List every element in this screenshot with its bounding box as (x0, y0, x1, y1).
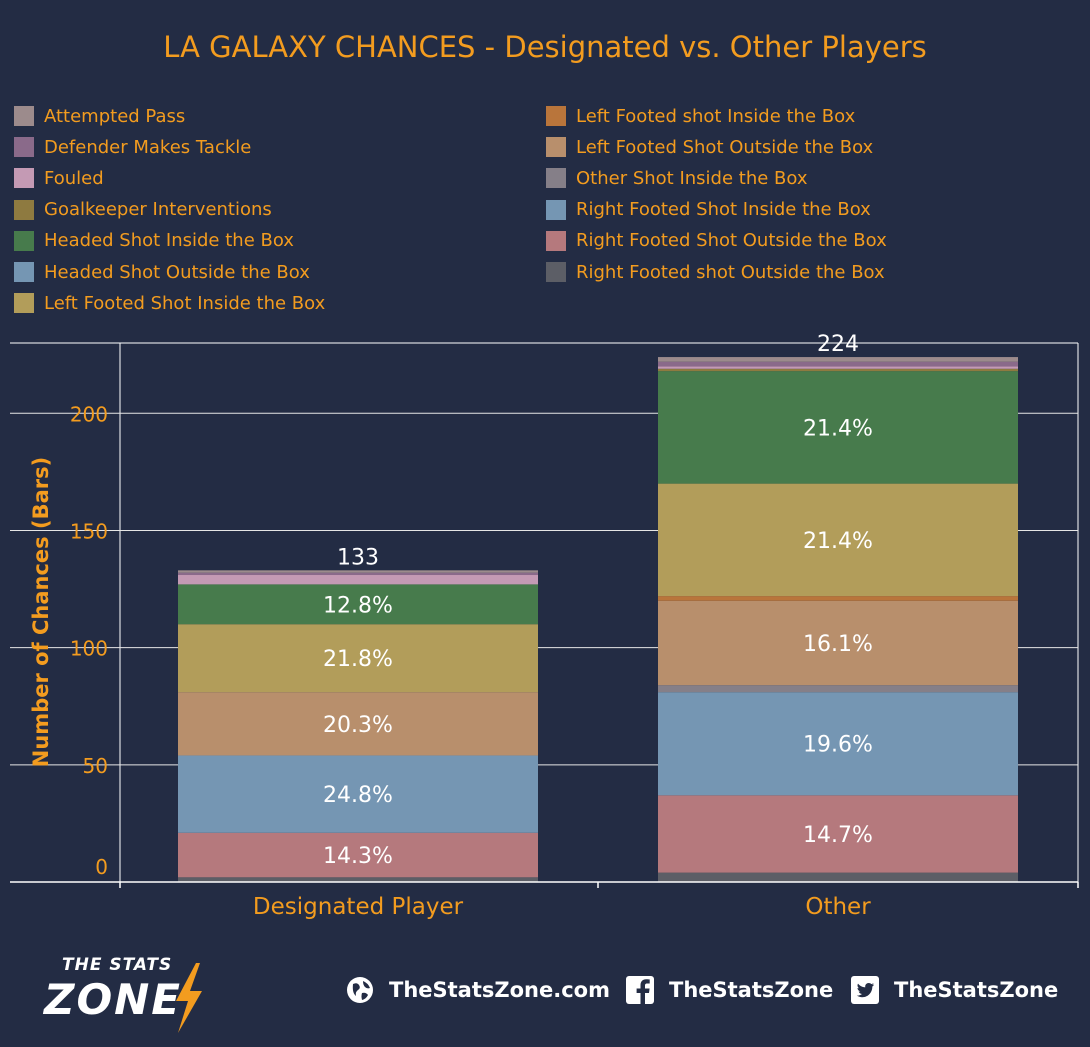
bar-segment (658, 366, 1018, 369)
bar-segment (178, 755, 538, 833)
legend-label: Left Footed shot Inside the Box (576, 105, 856, 127)
segment-percent-label: 14.3% (323, 844, 393, 869)
legend-item: Fouled (14, 166, 104, 190)
legend-label: Fouled (44, 167, 104, 189)
bar-segment (178, 572, 538, 576)
segment-percent-label: 14.7% (803, 823, 873, 848)
stats-zone-logo: THE STATS ZONE (40, 955, 240, 1033)
legend-swatch (546, 199, 566, 220)
facebook-text: TheStatsZone (669, 978, 834, 1002)
legend-label: Headed Shot Outside the Box (44, 261, 310, 283)
legend: Attempted Pass Defender Makes Tackle Foule… (0, 0, 1090, 320)
legend-item: Left Footed shot Inside the Box (546, 104, 855, 128)
bar-segment (178, 832, 538, 878)
legend-item: Headed Shot Inside the Box (14, 229, 294, 253)
legend-label: Right Footed Shot Outside the Box (576, 230, 887, 252)
bar-segment (178, 877, 538, 882)
twitter-text: TheStatsZone (894, 978, 1059, 1002)
legend-label: Right Footed shot Outside the Box (576, 261, 885, 283)
segment-percent-label: 21.4% (803, 529, 873, 554)
bar-segment (178, 575, 538, 585)
legend-item: Headed Shot Outside the Box (14, 260, 310, 284)
twitter-icon (850, 975, 880, 1005)
bar-segment (658, 685, 1018, 693)
legend-label: Attempted Pass (44, 105, 186, 127)
y-tick-label: 150 (70, 519, 108, 543)
chart-plot: 0 50 100 150 200 Number of Chances (Bars) 14.3… (10, 332, 1079, 920)
legend-item: Right Footed Shot Outside the Box (546, 229, 887, 253)
bar-segment (658, 357, 1018, 362)
legend-swatch (14, 168, 34, 189)
legend-item: Right Footed Shot Inside the Box (546, 198, 871, 222)
website-link[interactable]: TheStatsZone.com (345, 975, 610, 1005)
legend-label: Other Shot Inside the Box (576, 167, 808, 189)
bar-segment (658, 483, 1018, 597)
bar-segment (178, 624, 538, 693)
y-tick-label: 100 (70, 637, 108, 661)
legend-label: Left Footed Shot Inside the Box (44, 292, 326, 314)
website-text: TheStatsZone.com (389, 978, 610, 1002)
x-category-label: Other (805, 894, 871, 920)
bar-segment (178, 584, 538, 625)
bar-total-label: 224 (817, 332, 859, 357)
legend-label: Left Footed Shot Outside the Box (576, 136, 874, 158)
legend-swatch (14, 262, 34, 282)
twitter-link[interactable]: TheStatsZone (850, 975, 1058, 1005)
legend-swatch (546, 137, 566, 158)
legend-swatch (546, 106, 566, 126)
globe-icon (345, 975, 375, 1005)
bar-segment (178, 692, 538, 756)
legend-swatch (546, 262, 566, 282)
segment-percent-label: 16.1% (803, 632, 873, 657)
segment-percent-label: 24.8% (323, 783, 393, 808)
legend-swatch (546, 230, 566, 251)
logo-top-text: THE STATS (62, 955, 173, 975)
bar-segment (658, 368, 1018, 372)
legend-item: Other Shot Inside the Box (546, 166, 808, 190)
bar-segment (658, 692, 1018, 796)
segment-percent-label: 20.3% (323, 713, 393, 738)
lightning-bolt-icon (176, 963, 202, 1033)
legend-item: Right Footed shot Outside the Box (546, 260, 885, 284)
bar-segment (658, 361, 1018, 367)
segment-percent-label: 12.8% (323, 593, 393, 618)
bar-segment (658, 596, 1018, 601)
logo-main-text: ZONE (44, 975, 182, 1024)
facebook-icon (625, 975, 655, 1005)
legend-label: Goalkeeper Interventions (44, 199, 272, 221)
segment-percent-label: 21.8% (323, 647, 393, 672)
facebook-link[interactable]: TheStatsZone (625, 975, 833, 1005)
legend-item: Left Footed Shot Outside the Box (546, 135, 873, 159)
bar-total-label: 133 (337, 545, 379, 570)
legend-swatch (546, 168, 566, 189)
chart-title: LA GALAXY CHANCES - Designated vs. Other… (163, 30, 927, 64)
bar-segment (658, 872, 1018, 882)
bar-segment (178, 570, 538, 573)
legend-item: Defender Makes Tackle (14, 135, 251, 159)
legend-item: Left Footed Shot Inside the Box (14, 291, 325, 315)
legend-label: Defender Makes Tackle (44, 136, 252, 158)
legend-swatch (14, 137, 34, 158)
y-tick-label: 0 (95, 855, 108, 879)
legend-swatch (14, 230, 34, 251)
legend-swatch (14, 106, 34, 126)
legend-item: Attempted Pass (14, 104, 185, 128)
y-tick-label: 200 (70, 402, 108, 426)
legend-swatch (14, 293, 34, 314)
legend-swatch (14, 199, 34, 220)
x-category-label: Designated Player (253, 894, 464, 920)
bar-segment (658, 371, 1018, 484)
legend-label: Headed Shot Inside the Box (44, 230, 294, 252)
y-axis-title: Number of Chances (Bars) (29, 457, 53, 767)
segment-percent-label: 19.6% (803, 733, 873, 758)
bar-segment (658, 795, 1018, 873)
bar-segment (658, 600, 1018, 686)
segment-percent-label: 21.4% (803, 416, 873, 441)
y-tick-label: 50 (83, 754, 108, 778)
legend-label: Right Footed Shot Inside the Box (576, 199, 871, 221)
legend-item: Goalkeeper Interventions (14, 198, 272, 222)
footer: THE STATS ZONE TheStatsZone.com TheStats… (0, 945, 1090, 1035)
